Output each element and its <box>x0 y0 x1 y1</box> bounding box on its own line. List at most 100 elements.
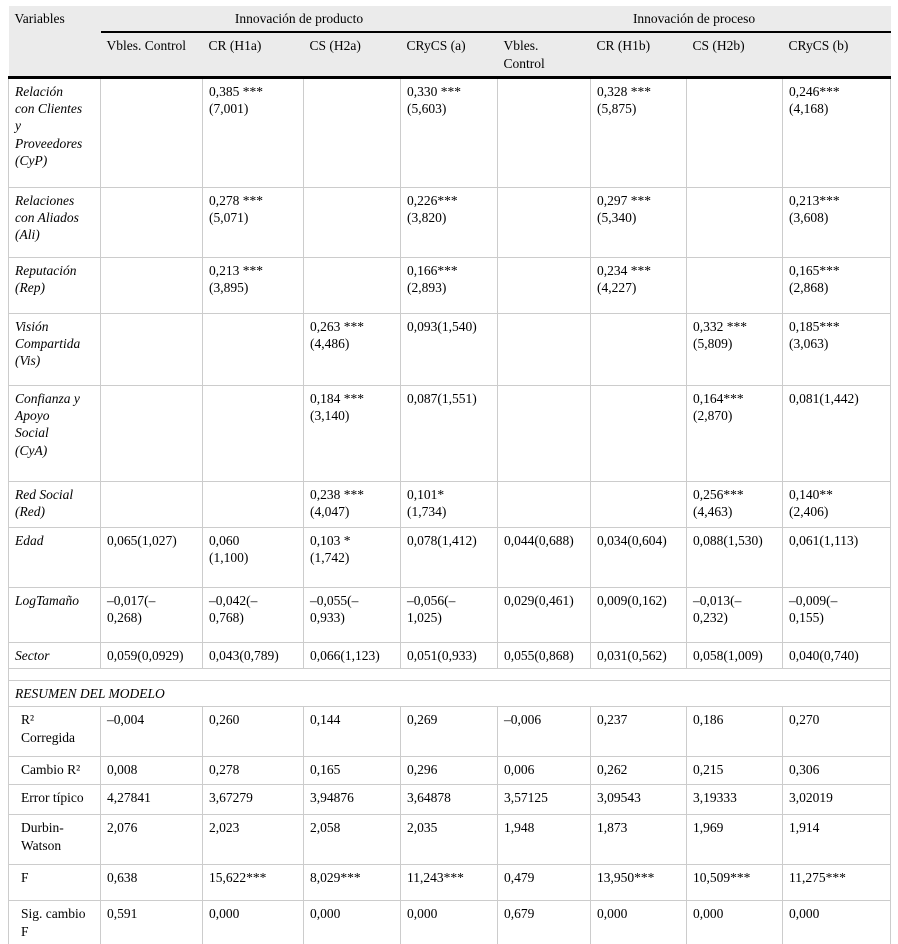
cell: 0,058(1,009) <box>686 641 784 670</box>
column-header: CR (H1a) <box>202 32 304 79</box>
cell: –0,013(– 0,232) <box>686 586 784 643</box>
group-header-row: Variables Innovación de producto Innovac… <box>8 6 891 79</box>
cell: 0,385 *** (7,001) <box>202 76 304 188</box>
row-label: Edad <box>8 526 101 588</box>
cell <box>686 76 784 188</box>
cell <box>100 256 203 314</box>
cell: 0,000 <box>782 900 892 944</box>
cell <box>497 312 592 386</box>
cell: –0,017(– 0,268) <box>100 586 203 643</box>
cell: 0,101* (1,734) <box>399 480 499 528</box>
table-row: LogTamaño –0,017(– 0,268) –0,042(– 0,768) –… <box>8 586 892 643</box>
cell: 0,679 <box>497 900 592 944</box>
cell <box>202 480 304 528</box>
cell: 0,088(1,530) <box>686 526 784 588</box>
row-label: Relación con Clientes y Proveedores (CyP… <box>8 76 101 188</box>
column-header: Vbles. Control <box>100 32 203 79</box>
table-header: Variables Innovación de producto Innovac… <box>8 6 891 79</box>
table-body: Relación con Clientes y Proveedores (CyP… <box>7 76 892 944</box>
table-row: Error típico 4,27841 3,67279 3,94876 3,64878… <box>8 784 892 816</box>
row-label: Visión Compartida (Vis) <box>8 312 101 386</box>
cell: 0,029(0,461) <box>497 586 592 643</box>
cell: 1,873 <box>590 814 688 866</box>
cell: 0,140** (2,406) <box>782 480 892 528</box>
row-label: F <box>8 864 101 902</box>
cell: –0,056(– 1,025) <box>399 586 499 643</box>
cell: 0,000 <box>399 900 499 944</box>
cell: 0,213*** (3,608) <box>782 186 892 258</box>
cell: 0,215 <box>686 756 784 786</box>
cell: 11,243*** <box>399 864 499 902</box>
cell: 0,185*** (3,063) <box>782 312 892 386</box>
table-row: Sig. cambio F 0,591 0,000 0,000 0,000 0,679 0,… <box>8 900 892 944</box>
cell <box>100 186 203 258</box>
cell: –0,004 <box>100 706 203 758</box>
cell: –0,042(– 0,768) <box>202 586 304 643</box>
table-row: Reputación (Rep) 0,213 *** (3,895) 0,166**… <box>8 256 892 314</box>
column-header: CR (H1b) <box>590 32 687 79</box>
cell: 1,914 <box>782 814 892 866</box>
table-row: Cambio R² 0,008 0,278 0,165 0,296 0,006 0,262 0… <box>8 756 892 786</box>
column-header: CS (H2a) <box>303 32 401 79</box>
cell <box>497 384 592 482</box>
cell: 0,055(0,868) <box>497 641 592 670</box>
cell: 0,246*** (4,168) <box>782 76 892 188</box>
cell: 1,969 <box>686 814 784 866</box>
cell: 0,093(1,540) <box>399 312 499 386</box>
cell <box>590 312 688 386</box>
row-label: Confianza y Apoyo Social (CyA) <box>8 384 101 482</box>
section-title: RESUMEN DEL MODELO <box>7 680 892 708</box>
cell: 0,044(0,688) <box>497 526 592 588</box>
cell: 0,103 * (1,742) <box>303 526 401 588</box>
cell <box>100 76 203 188</box>
cell: 0,278 <box>202 756 304 786</box>
cell: 0,262 <box>590 756 688 786</box>
table-row: Confianza y Apoyo Social (CyA) 0,184 *** … <box>8 384 892 482</box>
cell <box>590 384 688 482</box>
cell: 3,19333 <box>686 784 784 816</box>
cell: 0,278 *** (5,071) <box>202 186 304 258</box>
cell: 0,031(0,562) <box>590 641 688 670</box>
group-header-producto: Innovación de producto <box>100 6 498 34</box>
cell: 0,000 <box>202 900 304 944</box>
cell: 3,57125 <box>497 784 592 816</box>
cell: 0,165 <box>303 756 401 786</box>
cell: 0,000 <box>686 900 784 944</box>
row-label: Cambio R² <box>8 756 101 786</box>
cell: 0,226*** (3,820) <box>399 186 499 258</box>
row-label: Error típico <box>8 784 101 816</box>
cell: 0,297 *** (5,340) <box>590 186 688 258</box>
table-row: Edad 0,065(1,027) 0,060 (1,100) 0,103 * (1,… <box>8 526 892 588</box>
cell: 0,263 *** (4,486) <box>303 312 401 386</box>
cell <box>100 480 203 528</box>
cell <box>303 186 401 258</box>
cell: 0,061(1,113) <box>782 526 892 588</box>
table-row: F 0,638 15,622*** 8,029*** 11,243*** 0,479 13,… <box>8 864 892 902</box>
cell: 0,330 *** (5,603) <box>399 76 499 188</box>
cell <box>686 186 784 258</box>
cell: 3,94876 <box>303 784 401 816</box>
cell <box>590 480 688 528</box>
cell: 0,184 *** (3,140) <box>303 384 401 482</box>
cell: 8,029*** <box>303 864 401 902</box>
cell: 11,275*** <box>782 864 892 902</box>
cell: 0,306 <box>782 756 892 786</box>
regression-table: Variables Innovación de producto Innovac… <box>7 6 892 944</box>
column-header: CS (H2b) <box>686 32 783 79</box>
cell: 1,948 <box>497 814 592 866</box>
cell: 0,213 *** (3,895) <box>202 256 304 314</box>
spacer-cell <box>7 668 892 682</box>
row-label: Relaciones con Aliados (Ali) <box>8 186 101 258</box>
cell: –0,006 <box>497 706 592 758</box>
cell <box>100 384 203 482</box>
table-row: R² Corregida –0,004 0,260 0,144 0,269 –0,006 0… <box>8 706 892 758</box>
cell <box>100 312 203 386</box>
table-row: Relación con Clientes y Proveedores (CyP… <box>8 76 892 188</box>
spacer-row <box>7 668 892 682</box>
cell <box>497 256 592 314</box>
cell: 0,034(0,604) <box>590 526 688 588</box>
cell: 0,591 <box>100 900 203 944</box>
cell: 0,479 <box>497 864 592 902</box>
column-header: Vbles. Control <box>497 32 591 79</box>
